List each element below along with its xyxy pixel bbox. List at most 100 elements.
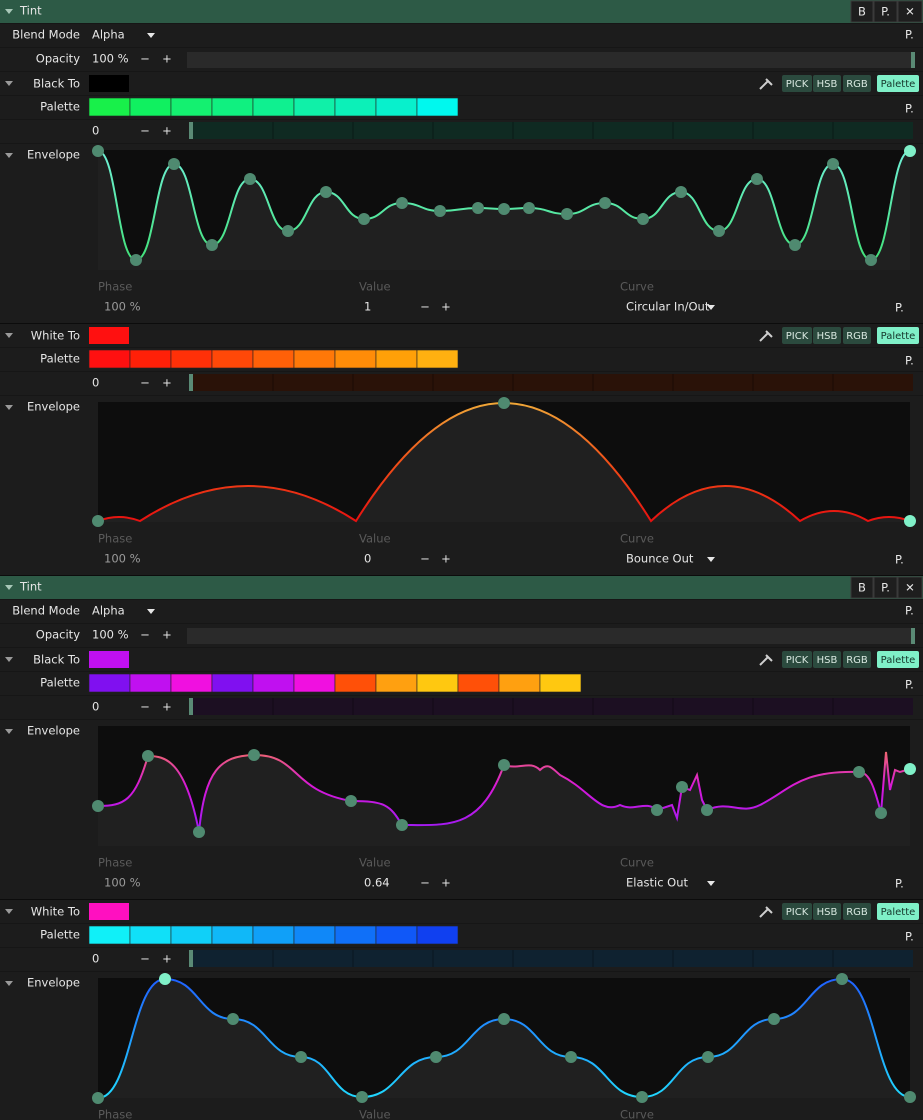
mode-button-label[interactable]: RGB	[846, 907, 868, 918]
envelope-point[interactable]	[282, 225, 294, 237]
envelope-point[interactable]	[904, 515, 916, 527]
envelope-point[interactable]	[320, 186, 332, 198]
envelope-point[interactable]	[498, 759, 510, 771]
envelope-point[interactable]	[599, 197, 611, 209]
header-button-label[interactable]: P.	[881, 5, 890, 19]
envelope-point[interactable]	[836, 973, 848, 985]
envelope-point[interactable]	[92, 1092, 104, 1104]
mode-button-label[interactable]: HSB	[817, 331, 838, 342]
envelope-point[interactable]	[345, 795, 357, 807]
mode-button-label[interactable]: HSB	[817, 79, 838, 90]
preset-button[interactable]: P.	[905, 678, 914, 692]
increment-button[interactable]: +	[162, 952, 172, 966]
envelope-point[interactable]	[904, 763, 916, 775]
envelope-point[interactable]	[434, 205, 446, 217]
curve-dropdown[interactable]: Circular In/Out	[626, 300, 710, 314]
envelope-point[interactable]	[827, 158, 839, 170]
envelope-point[interactable]	[523, 202, 535, 214]
envelope-point[interactable]	[92, 145, 104, 157]
envelope-point[interactable]	[713, 225, 725, 237]
preset-button[interactable]: P.	[905, 28, 914, 42]
mode-button-label[interactable]: Palette	[881, 655, 916, 666]
envelope-point[interactable]	[227, 1013, 239, 1025]
mode-button-label[interactable]: RGB	[846, 331, 868, 342]
eyedropper-icon[interactable]	[759, 330, 773, 342]
header-button-label[interactable]: B	[858, 5, 866, 19]
increment-button[interactable]: +	[162, 700, 172, 714]
header-button-label[interactable]: P.	[881, 581, 890, 595]
envelope-point[interactable]	[675, 186, 687, 198]
collapse-arrow[interactable]	[147, 33, 155, 38]
envelope-point[interactable]	[702, 1051, 714, 1063]
eyedropper-icon[interactable]	[759, 78, 773, 90]
preset-button[interactable]: P.	[905, 354, 914, 368]
envelope-point[interactable]	[498, 397, 510, 409]
decrement-button[interactable]: −	[140, 124, 150, 138]
eyedropper-icon[interactable]	[759, 654, 773, 666]
collapse-arrow[interactable]	[5, 585, 13, 590]
decrement-button[interactable]: −	[140, 952, 150, 966]
decrement-button[interactable]: −	[140, 52, 150, 66]
envelope-point[interactable]	[130, 254, 142, 266]
header-button-label[interactable]: ✕	[905, 581, 915, 595]
envelope-point[interactable]	[676, 781, 688, 793]
collapse-arrow[interactable]	[5, 729, 13, 734]
collapse-arrow[interactable]	[5, 333, 13, 338]
mode-button-label[interactable]: HSB	[817, 907, 838, 918]
mode-button-label[interactable]: PICK	[786, 907, 809, 918]
decrement-button[interactable]: −	[140, 700, 150, 714]
envelope-point[interactable]	[430, 1051, 442, 1063]
envelope-point[interactable]	[295, 1051, 307, 1063]
envelope-point[interactable]	[768, 1013, 780, 1025]
envelope-point[interactable]	[142, 750, 154, 762]
envelope-point[interactable]	[193, 826, 205, 838]
increment-button[interactable]: +	[162, 124, 172, 138]
increment-button[interactable]: +	[441, 552, 451, 566]
decrement-button[interactable]: −	[420, 300, 430, 314]
blend-mode-dropdown[interactable]: Alpha	[92, 604, 125, 618]
envelope-point[interactable]	[244, 173, 256, 185]
mode-button-label[interactable]: HSB	[817, 655, 838, 666]
curve-dropdown[interactable]: Elastic Out	[626, 876, 689, 890]
mode-button-label[interactable]: PICK	[786, 655, 809, 666]
increment-button[interactable]: +	[441, 300, 451, 314]
envelope-point[interactable]	[561, 208, 573, 220]
decrement-button[interactable]: −	[420, 552, 430, 566]
preset-button[interactable]: P.	[905, 604, 914, 618]
collapse-arrow[interactable]	[707, 557, 715, 562]
preset-button[interactable]: P.	[905, 102, 914, 116]
envelope-point[interactable]	[472, 202, 484, 214]
collapse-arrow[interactable]	[5, 153, 13, 158]
envelope-point[interactable]	[92, 515, 104, 527]
envelope-point[interactable]	[206, 239, 218, 251]
envelope-point[interactable]	[751, 173, 763, 185]
increment-button[interactable]: +	[441, 876, 451, 890]
envelope-point[interactable]	[651, 804, 663, 816]
envelope-point[interactable]	[358, 213, 370, 225]
envelope-point[interactable]	[875, 807, 887, 819]
mode-button-label[interactable]: RGB	[846, 655, 868, 666]
envelope-point[interactable]	[701, 804, 713, 816]
increment-button[interactable]: +	[162, 52, 172, 66]
envelope-point[interactable]	[356, 1091, 368, 1103]
envelope-point[interactable]	[904, 145, 916, 157]
envelope-point[interactable]	[498, 1013, 510, 1025]
increment-button[interactable]: +	[162, 376, 172, 390]
collapse-arrow[interactable]	[5, 81, 13, 86]
preset-button[interactable]: P.	[895, 553, 904, 567]
envelope-point[interactable]	[396, 197, 408, 209]
collapse-arrow[interactable]	[5, 981, 13, 986]
envelope-point[interactable]	[636, 1091, 648, 1103]
envelope-point[interactable]	[92, 800, 104, 812]
preset-button[interactable]: P.	[895, 301, 904, 315]
collapse-arrow[interactable]	[5, 657, 13, 662]
collapse-arrow[interactable]	[5, 405, 13, 410]
decrement-button[interactable]: −	[420, 876, 430, 890]
collapse-arrow[interactable]	[5, 909, 13, 914]
envelope-point[interactable]	[789, 239, 801, 251]
increment-button[interactable]: +	[162, 628, 172, 642]
mode-button-label[interactable]: Palette	[881, 79, 916, 90]
eyedropper-icon[interactable]	[759, 906, 773, 918]
decrement-button[interactable]: −	[140, 628, 150, 642]
envelope-point[interactable]	[853, 766, 865, 778]
